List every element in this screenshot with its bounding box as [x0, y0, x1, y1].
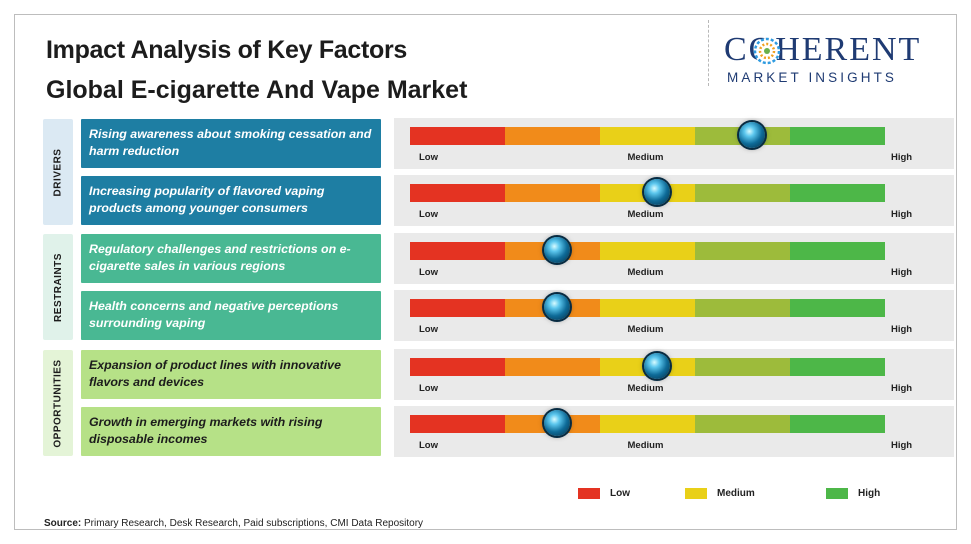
- chart-frame: [14, 14, 957, 530]
- group-label: OPPORTUNITIES: [52, 358, 64, 448]
- gauge-segment: [410, 127, 505, 145]
- chart-title: Impact Analysis of Key Factors: [46, 36, 408, 64]
- legend-item-medium: Medium: [685, 486, 755, 500]
- group-label: RESTRAINTS: [52, 252, 64, 322]
- factor-text: Health concerns and negative perceptions…: [81, 291, 381, 340]
- group-tab-restraints: RESTRAINTS: [43, 234, 73, 340]
- gauge-segment: [790, 358, 885, 376]
- source-note: Source: Primary Research, Desk Research,…: [44, 518, 423, 529]
- scale-label-high: High: [891, 267, 913, 278]
- scale-label-high: High: [891, 440, 913, 451]
- legend-label-high: High: [858, 487, 881, 499]
- scale-label-low: Low: [419, 440, 438, 451]
- gauge-segment: [505, 127, 600, 145]
- scale-label-high: High: [891, 324, 913, 335]
- impact-gauge: Low Medium High: [394, 290, 954, 341]
- legend-swatch-high: [826, 487, 848, 499]
- scale-label-medium: Medium: [627, 209, 664, 220]
- gauge-segment: [505, 184, 600, 202]
- company-logo-tagline: MARKET INSIGHTS: [727, 70, 898, 85]
- gauge-segment: [790, 127, 885, 145]
- logo-divider: [708, 20, 709, 86]
- gauge-segment: [695, 415, 790, 433]
- chart-subtitle: Global E-cigarette And Vape Market: [46, 76, 468, 104]
- impact-indicator-knob: [739, 122, 765, 148]
- impact-gauge: Low Medium High: [394, 406, 954, 457]
- gauge-segment: [790, 184, 885, 202]
- scale-label-low: Low: [419, 383, 438, 394]
- gauge-segment: [410, 184, 505, 202]
- impact-gauge: Low Medium High: [394, 175, 954, 226]
- scale-label-medium: Medium: [627, 267, 664, 278]
- gauge-segment: [410, 415, 505, 433]
- impact-gauge: Low Medium High: [394, 233, 954, 284]
- impact-indicator-knob: [544, 410, 571, 436]
- group-label: DRIVERS: [52, 148, 64, 196]
- scale-label-low: Low: [419, 267, 438, 278]
- gauge-segment: [600, 127, 695, 145]
- group-tab-drivers: DRIVERS: [43, 119, 73, 225]
- impact-indicator-knob: [644, 179, 670, 205]
- impact-indicator-knob: [544, 237, 571, 263]
- gauge-segment: [695, 358, 790, 376]
- gauge-segment: [790, 242, 885, 260]
- gauge-segment: [790, 299, 885, 317]
- factor-text: Rising awareness about smoking cessation…: [81, 119, 381, 168]
- factor-text: Expansion of product lines with innovati…: [81, 350, 381, 399]
- gauge-segment: [600, 415, 695, 433]
- scale-label-medium: Medium: [627, 383, 664, 394]
- legend-label-medium: Medium: [717, 487, 755, 499]
- gauge-segment: [410, 242, 505, 260]
- scale-label-medium: Medium: [627, 440, 664, 451]
- gauge-segment: [790, 415, 885, 433]
- scale-label-low: Low: [419, 209, 438, 220]
- globe-icon: [753, 37, 781, 65]
- gauge-segment: [505, 358, 600, 376]
- gauge-segment: [695, 242, 790, 260]
- impact-indicator-knob: [544, 294, 571, 320]
- scale-label-high: High: [891, 152, 913, 163]
- factor-text: Increasing popularity of flavored vaping…: [81, 176, 381, 225]
- factor-text: Growth in emerging markets with rising d…: [81, 407, 381, 456]
- source-text: Primary Research, Desk Research, Paid su…: [84, 518, 424, 529]
- legend-swatch-medium: [685, 487, 707, 499]
- gauge-segment: [600, 242, 695, 260]
- scale-label-medium: Medium: [627, 152, 664, 163]
- legend-item-low: Low: [578, 486, 630, 500]
- legend-label-low: Low: [610, 487, 630, 499]
- scale-label-low: Low: [419, 324, 438, 335]
- gauge-segment: [410, 299, 505, 317]
- source-label: Source:: [44, 518, 82, 529]
- gauge-segment: [410, 358, 505, 376]
- scale-label-low: Low: [419, 152, 438, 163]
- group-tab-opportunities: OPPORTUNITIES: [43, 350, 73, 456]
- scale-label-medium: Medium: [627, 324, 664, 335]
- legend-swatch-low: [578, 487, 600, 499]
- factor-text: Regulatory challenges and restrictions o…: [81, 234, 381, 283]
- gauge-segment: [695, 184, 790, 202]
- legend-item-high: High: [826, 486, 880, 500]
- scale-label-high: High: [891, 383, 913, 394]
- gauge-segment: [600, 299, 695, 317]
- scale-label-high: High: [891, 209, 913, 220]
- impact-gauge: Low Medium High: [394, 118, 954, 169]
- impact-gauge: Low Medium High: [394, 349, 954, 400]
- gauge-segment: [695, 299, 790, 317]
- impact-indicator-knob: [644, 353, 670, 379]
